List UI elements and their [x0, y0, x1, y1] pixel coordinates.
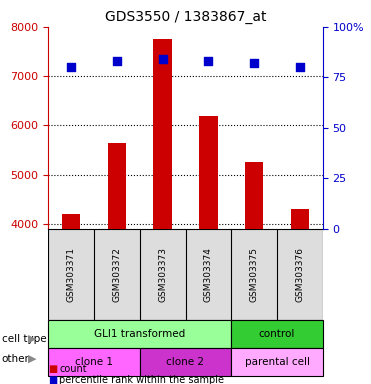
Point: [251, 60, 257, 66]
Text: GSM303375: GSM303375: [250, 247, 259, 302]
Text: ▶: ▶: [28, 354, 36, 364]
Point: [68, 64, 74, 70]
Point: [114, 58, 120, 64]
Bar: [154, 39, 172, 229]
Bar: [62, 214, 80, 229]
Bar: [245, 162, 263, 229]
FancyBboxPatch shape: [231, 320, 323, 348]
FancyBboxPatch shape: [48, 320, 231, 348]
Text: GSM303373: GSM303373: [158, 247, 167, 302]
FancyBboxPatch shape: [48, 348, 140, 376]
Point: [160, 56, 165, 62]
Text: clone 2: clone 2: [167, 357, 204, 367]
Text: ■: ■: [48, 364, 58, 374]
Point: [206, 58, 211, 64]
Text: clone 1: clone 1: [75, 357, 113, 367]
Text: GSM303374: GSM303374: [204, 247, 213, 302]
Title: GDS3550 / 1383867_at: GDS3550 / 1383867_at: [105, 10, 266, 25]
Bar: [199, 116, 217, 229]
Point: [297, 64, 303, 70]
Text: parental cell: parental cell: [244, 357, 309, 367]
Text: ▶: ▶: [28, 334, 36, 344]
Text: control: control: [259, 329, 295, 339]
Bar: [291, 209, 309, 229]
FancyBboxPatch shape: [231, 348, 323, 376]
Text: count: count: [59, 364, 87, 374]
Text: GSM303376: GSM303376: [295, 247, 304, 302]
FancyBboxPatch shape: [140, 348, 231, 376]
Text: GSM303372: GSM303372: [112, 247, 121, 302]
Text: GSM303371: GSM303371: [67, 247, 76, 302]
Text: percentile rank within the sample: percentile rank within the sample: [59, 375, 224, 384]
Text: GLI1 transformed: GLI1 transformed: [94, 329, 186, 339]
Text: ■: ■: [48, 375, 58, 384]
Bar: [108, 142, 126, 229]
Text: cell type: cell type: [2, 334, 46, 344]
Text: other: other: [2, 354, 30, 364]
